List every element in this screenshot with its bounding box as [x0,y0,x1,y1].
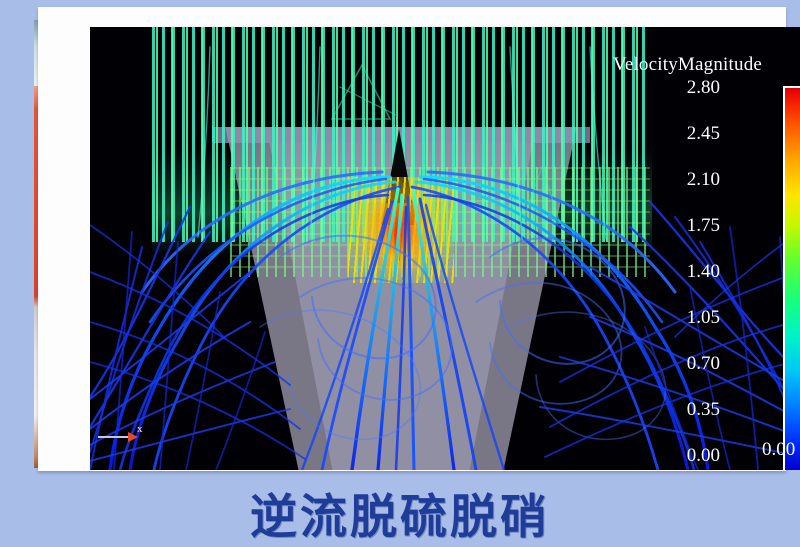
colorbar-gradient[interactable] [783,86,800,470]
colorbar-tick-label: 1.75 [686,215,720,236]
colorbar-tick-label: 0.70 [686,353,720,374]
colorbar-title: VelocityMagnitude [613,54,763,75]
colorbar-tick-label: 2.45 [686,123,720,144]
figure-caption: 逆流脱硫脱硝 [250,490,550,545]
axis-x-arrow-icon [98,432,138,442]
colorbar-range-min-label: 0.00 [762,439,796,460]
colorbar-tick-label: 2.80 [686,77,720,98]
colorbar-tick-label: 0.35 [686,399,720,420]
streamline-curves [90,46,800,470]
colorbar-tick-label: 1.05 [686,307,720,328]
cfd-scene: x VelocityMagnitude 2.80 2.45 2.10 1.75 … [90,27,800,470]
render-viewport-frame: x VelocityMagnitude 2.80 2.45 2.10 1.75 … [38,7,800,471]
left-panel-edge-strip [34,86,38,468]
colorbar-tick-label: 2.10 [686,169,720,190]
left-panel-edge-upper [34,20,38,86]
axis-x-label: x [137,423,143,435]
render-canvas[interactable]: x VelocityMagnitude 2.80 2.45 2.10 1.75 … [90,27,800,470]
colorbar-tick-label: 0.00 [686,445,720,466]
colorbar-tick-label: 1.40 [686,261,720,282]
